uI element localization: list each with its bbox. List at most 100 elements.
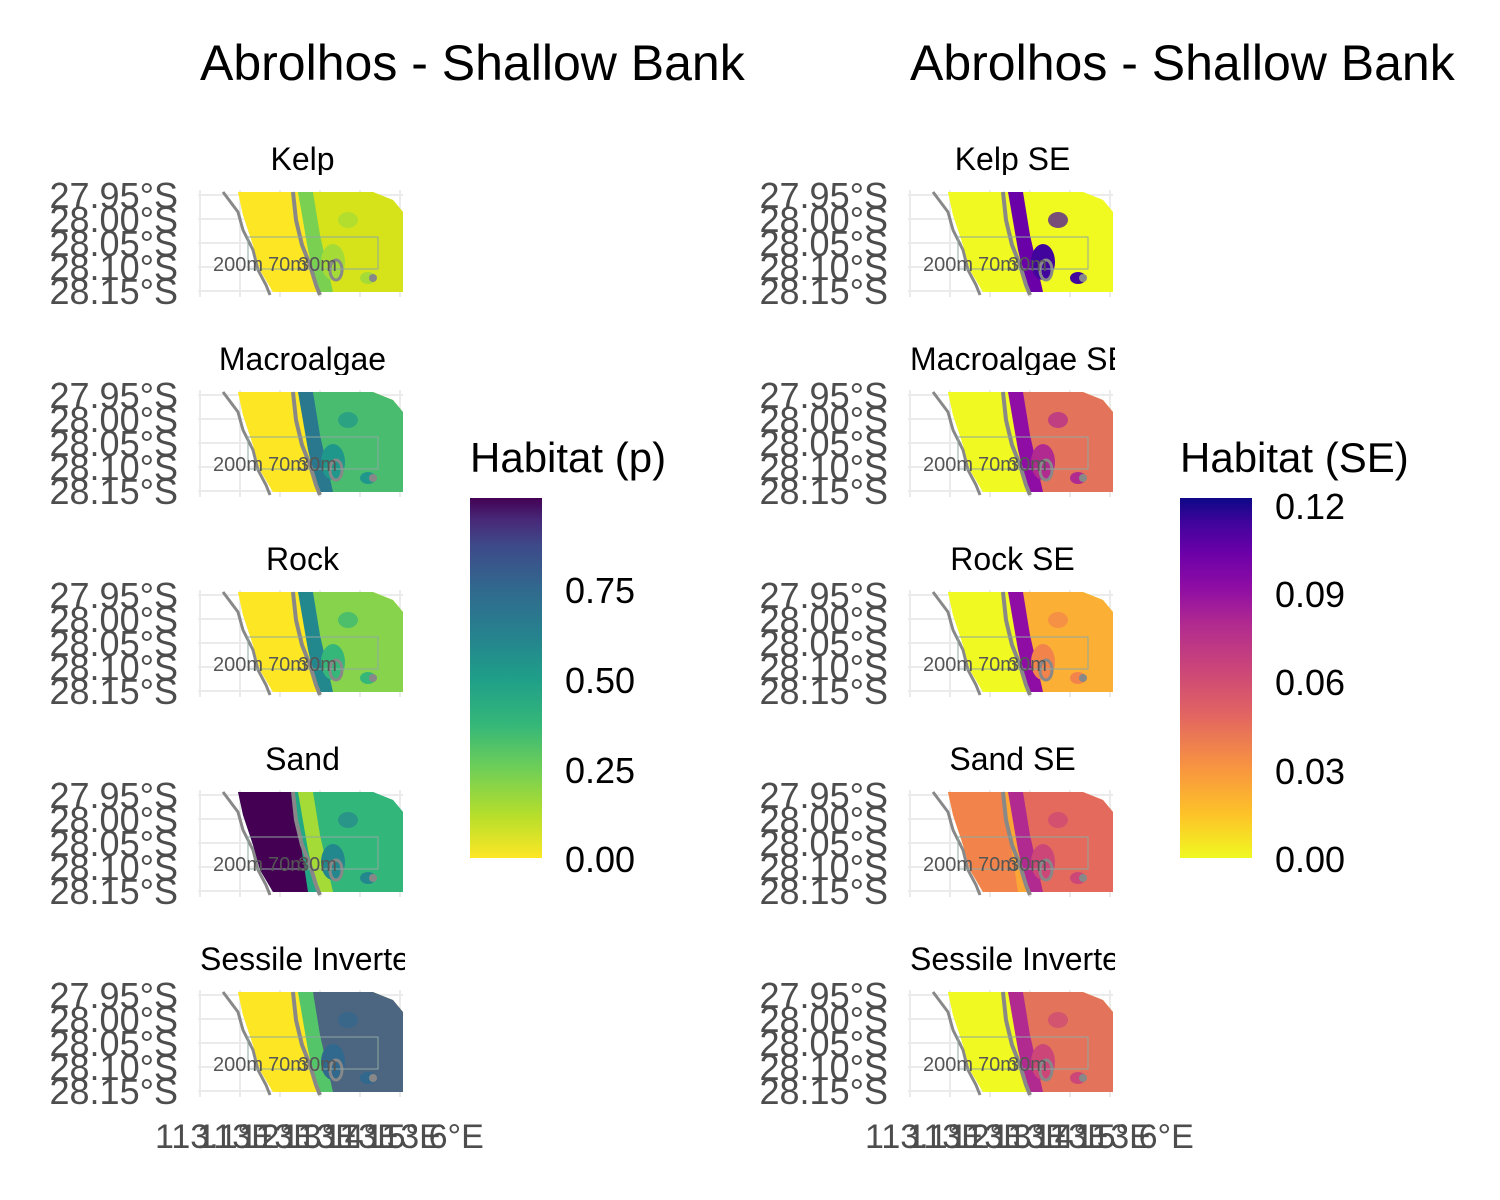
left-legend-title: Habitat (p): [470, 434, 667, 481]
right-lat-label: 28.05°S: [759, 423, 889, 464]
right-lat-label: 28.15°S: [759, 271, 889, 312]
right-panel-title-5: Sessile Invertebrates SE: [910, 943, 1115, 975]
right-lat-label: 28.10°S: [759, 847, 889, 888]
right-lat-label: 27.95°S: [759, 575, 889, 616]
left-lat-label: 28.00°S: [49, 199, 179, 240]
right-lat-label: 28.05°S: [759, 1023, 889, 1064]
left-lat-label: 28.10°S: [49, 247, 179, 288]
left-contour-label: 70m: [268, 654, 307, 676]
left-lat-label: 28.15°S: [49, 1071, 179, 1112]
right-lat-label: 28.00°S: [759, 399, 889, 440]
right-legend-tick-012: 0.12: [1275, 486, 1346, 527]
right-legend-tick-006: 0.06: [1275, 662, 1346, 703]
left-contour-label: 200m: [213, 654, 264, 676]
right-legend-tick-009: 0.09: [1275, 574, 1346, 615]
left-colorbar: [470, 498, 542, 858]
left-lat-label: 28.10°S: [49, 447, 179, 488]
left-figure-title: Abrolhos - Shallow Bank: [200, 35, 745, 91]
left-lat-label: 28.00°S: [49, 599, 179, 640]
right-contour-label: 70m: [978, 254, 1017, 276]
left-lat-label: 28.15°S: [49, 871, 179, 912]
right-lon-label: 113.6°E: [1075, 1118, 1194, 1156]
left-lat-label: 28.05°S: [49, 223, 179, 264]
left-lon-label: 113.6°E: [365, 1118, 484, 1156]
right-contour-label: 70m: [978, 1054, 1017, 1076]
left-contour-label: 70m: [268, 1054, 307, 1076]
right-figure-title: Abrolhos - Shallow Bank: [910, 35, 1455, 91]
left-contour-label: 70m: [268, 854, 307, 876]
left-lat-label: 27.95°S: [49, 975, 179, 1016]
left-lat-label: 28.00°S: [49, 399, 179, 440]
left-lat-label: 27.95°S: [49, 575, 179, 616]
left-legend-tick-075: 0.75: [565, 570, 636, 611]
right-lon-label: 113.3°E: [949, 1118, 1068, 1156]
right-contour-label: 70m: [978, 854, 1017, 876]
left-panel-title-1: Kelp: [270, 143, 335, 175]
left-contour-label: 30m: [298, 454, 337, 476]
right-contour-label: 30m: [1008, 1054, 1047, 1076]
right-contour-label: 200m: [923, 454, 974, 476]
right-lat-label: 28.00°S: [759, 799, 889, 840]
left-contour-label: 200m: [213, 1054, 264, 1076]
left-map-4: [198, 790, 403, 897]
left-lat-label: 27.95°S: [49, 375, 179, 416]
right-lat-label: 27.95°S: [759, 775, 889, 816]
left-panel-title-4: Sand: [265, 743, 340, 775]
left-contour-label: 30m: [298, 1054, 337, 1076]
right-lat-label: 28.05°S: [759, 623, 889, 664]
right-contour-label: 30m: [1008, 454, 1047, 476]
right-lat-label: 28.10°S: [759, 1047, 889, 1088]
left-map-2: [198, 390, 403, 497]
left-panel-title-2: Macroalgae: [218, 343, 387, 375]
right-lat-label: 28.05°S: [759, 823, 889, 864]
right-lon-label: 113.5°E: [1033, 1118, 1152, 1156]
right-contour-label: 200m: [923, 654, 974, 676]
left-map-5: [198, 990, 403, 1097]
right-contour-label: 30m: [1008, 654, 1047, 676]
left-lon-label: 113.4°E: [281, 1118, 400, 1156]
right-lon-label: 113.4°E: [991, 1118, 1110, 1156]
left-lat-label: 28.00°S: [49, 799, 179, 840]
right-lat-label: 28.00°S: [759, 599, 889, 640]
right-lon-label: 113.2°E: [907, 1118, 1026, 1156]
right-contour-label: 70m: [978, 454, 1017, 476]
left-lat-label: 28.15°S: [49, 271, 179, 312]
right-lat-label: 28.10°S: [759, 447, 889, 488]
right-lat-label: 28.15°S: [759, 471, 889, 512]
right-lat-label: 28.15°S: [759, 671, 889, 712]
left-lat-label: 28.15°S: [49, 671, 179, 712]
right-lat-label: 28.00°S: [759, 999, 889, 1040]
left-lat-label: 28.05°S: [49, 423, 179, 464]
left-lat-label: 28.05°S: [49, 823, 179, 864]
right-panel-title-1: Kelp SE: [954, 143, 1071, 175]
left-panel-title-3: Rock: [266, 543, 339, 575]
left-legend-tick-050: 0.50: [565, 660, 636, 701]
left-contour-label: 30m: [298, 254, 337, 276]
right-panel-title-3: Rock SE: [950, 543, 1075, 575]
right-legend-tick-000: 0.00: [1275, 839, 1346, 880]
left-lon-label: 113.3°E: [239, 1118, 358, 1156]
right-contour-label: 70m: [978, 654, 1017, 676]
right-map-4: [908, 790, 1113, 897]
left-contour-label: 30m: [298, 854, 337, 876]
left-lat-label: 28.05°S: [49, 623, 179, 664]
right-map-3: [908, 590, 1113, 697]
right-lat-label: 28.10°S: [759, 647, 889, 688]
right-map-5: [908, 990, 1113, 1097]
left-lon-label: 113.2°E: [197, 1118, 316, 1156]
left-contour-label: 70m: [268, 254, 307, 276]
right-lon-label: 113.1°E: [865, 1118, 984, 1156]
right-legend-title: Habitat (SE): [1180, 434, 1409, 481]
right-legend-tick-003: 0.03: [1275, 751, 1346, 792]
right-contour-label: 30m: [1008, 254, 1047, 276]
right-lat-label: 28.00°S: [759, 199, 889, 240]
left-lat-label: 28.10°S: [49, 647, 179, 688]
left-lat-label: 28.05°S: [49, 1023, 179, 1064]
right-contour-label: 200m: [923, 1054, 974, 1076]
left-lat-label: 27.95°S: [49, 175, 179, 216]
left-lon-label: 113.5°E: [323, 1118, 442, 1156]
left-lat-label: 28.00°S: [49, 999, 179, 1040]
left-legend-tick-000: 0.00: [565, 839, 636, 880]
right-lat-label: 28.05°S: [759, 223, 889, 264]
left-lat-label: 28.15°S: [49, 471, 179, 512]
